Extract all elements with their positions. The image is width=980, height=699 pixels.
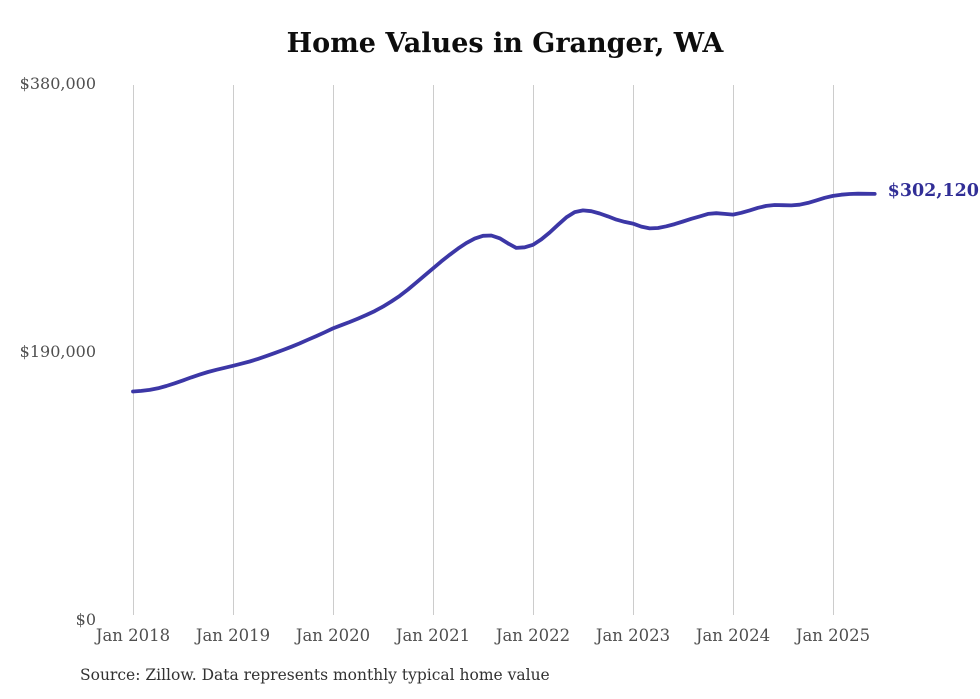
x-axis-tick-jan-2021: Jan 2021 — [395, 626, 471, 645]
x-axis-tick-jan-2020: Jan 2020 — [295, 626, 371, 645]
x-axis-tick-jan-2022: Jan 2022 — [495, 626, 571, 645]
chart-title: Home Values in Granger, WA — [286, 28, 724, 59]
x-axis-tick-jan-2018: Jan 2018 — [95, 626, 171, 645]
x-axis-tick-jan-2025: Jan 2025 — [795, 626, 871, 645]
x-axis-tick-jan-2019: Jan 2019 — [195, 626, 271, 645]
x-axis-tick-jan-2023: Jan 2023 — [595, 626, 671, 645]
y-axis-tick-0: $0 — [75, 610, 96, 629]
source-note: Source: Zillow. Data represents monthly … — [80, 666, 550, 684]
y-axis-tick-190000: $190,000 — [19, 342, 96, 361]
y-axis-tick-380000: $380,000 — [19, 74, 96, 93]
x-axis-tick-jan-2024: Jan 2024 — [695, 626, 771, 645]
latest-value-label: $302,120 — [887, 180, 979, 201]
